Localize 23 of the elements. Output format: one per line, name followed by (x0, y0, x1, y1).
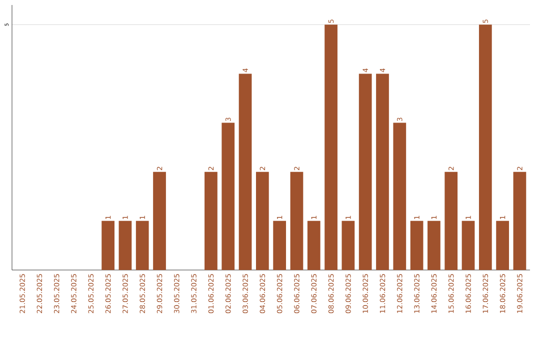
bar (307, 220, 320, 270)
bar (118, 220, 132, 270)
bar (444, 172, 458, 270)
bar (478, 24, 492, 270)
bar (102, 220, 114, 270)
bar (290, 172, 304, 270)
bar (204, 172, 218, 270)
bar (393, 122, 406, 270)
bar (513, 172, 526, 270)
bar (238, 74, 252, 270)
bar (324, 24, 338, 270)
bar (256, 172, 269, 270)
bar (342, 220, 355, 270)
bar (153, 172, 166, 270)
bar (410, 220, 424, 270)
bar (496, 220, 509, 270)
bar (273, 220, 286, 270)
bar (428, 220, 440, 270)
bar (136, 220, 149, 270)
bar (358, 74, 372, 270)
bar (462, 220, 475, 270)
bar (222, 122, 235, 270)
bar (376, 74, 389, 270)
